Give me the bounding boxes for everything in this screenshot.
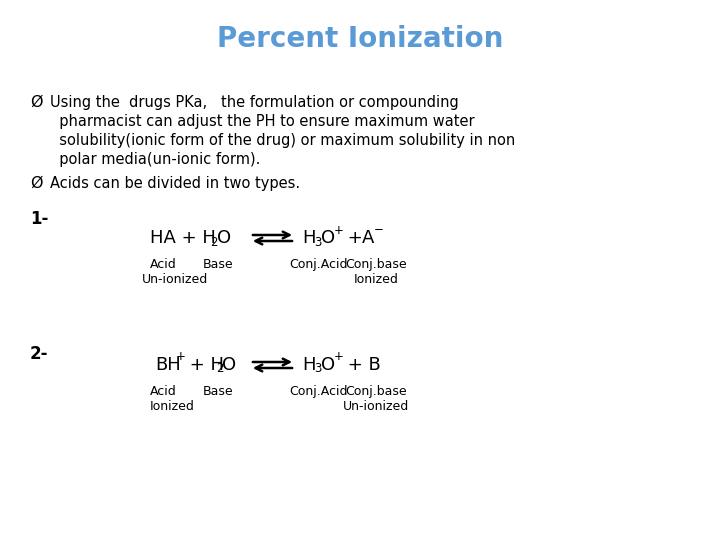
Text: Percent Ionization: Percent Ionization — [217, 25, 503, 53]
Text: Ø: Ø — [30, 176, 42, 191]
Text: Ø: Ø — [30, 95, 42, 110]
Text: Un-ionized: Un-ionized — [142, 273, 208, 286]
Text: Base: Base — [203, 258, 233, 271]
Text: O: O — [321, 356, 335, 374]
Text: solubility(ionic form of the drug) or maximum solubility in non: solubility(ionic form of the drug) or ma… — [50, 133, 516, 148]
Text: Base: Base — [203, 385, 233, 398]
Text: 1-: 1- — [30, 210, 48, 228]
Text: O: O — [321, 229, 335, 247]
Text: A: A — [362, 229, 374, 247]
Text: + B: + B — [342, 356, 381, 374]
Text: Conj.base: Conj.base — [345, 385, 407, 398]
Text: O: O — [222, 356, 236, 374]
Text: 3: 3 — [314, 362, 321, 375]
Text: Acid: Acid — [150, 385, 176, 398]
Text: Acids can be divided in two types.: Acids can be divided in two types. — [50, 176, 300, 191]
Text: Un-ionized: Un-ionized — [343, 400, 409, 413]
Text: Conj.Acid: Conj.Acid — [289, 258, 347, 271]
Text: +: + — [334, 350, 344, 363]
Text: Ionized: Ionized — [150, 400, 194, 413]
Text: Acid: Acid — [150, 258, 176, 271]
Text: BH: BH — [155, 356, 181, 374]
Text: Ionized: Ionized — [354, 273, 398, 286]
Text: 3: 3 — [314, 235, 321, 248]
Text: +: + — [334, 224, 344, 237]
Text: +: + — [342, 229, 369, 247]
Text: 2: 2 — [216, 362, 223, 375]
Text: −: − — [374, 224, 384, 237]
Text: pharmacist can adjust the PH to ensure maximum water: pharmacist can adjust the PH to ensure m… — [50, 114, 474, 129]
Text: Using the  drugs PKa,   the formulation or compounding: Using the drugs PKa, the formulation or … — [50, 95, 459, 110]
Text: Conj.base: Conj.base — [345, 258, 407, 271]
Text: H: H — [302, 229, 315, 247]
Text: H: H — [302, 356, 315, 374]
Text: +: + — [176, 350, 186, 363]
Text: HA + H: HA + H — [150, 229, 216, 247]
Text: + H: + H — [184, 356, 224, 374]
Text: Conj.Acid: Conj.Acid — [289, 385, 347, 398]
Text: O: O — [217, 229, 231, 247]
Text: 2: 2 — [210, 235, 217, 248]
Text: polar media(un-ionic form).: polar media(un-ionic form). — [50, 152, 261, 167]
Text: 2-: 2- — [30, 345, 48, 363]
